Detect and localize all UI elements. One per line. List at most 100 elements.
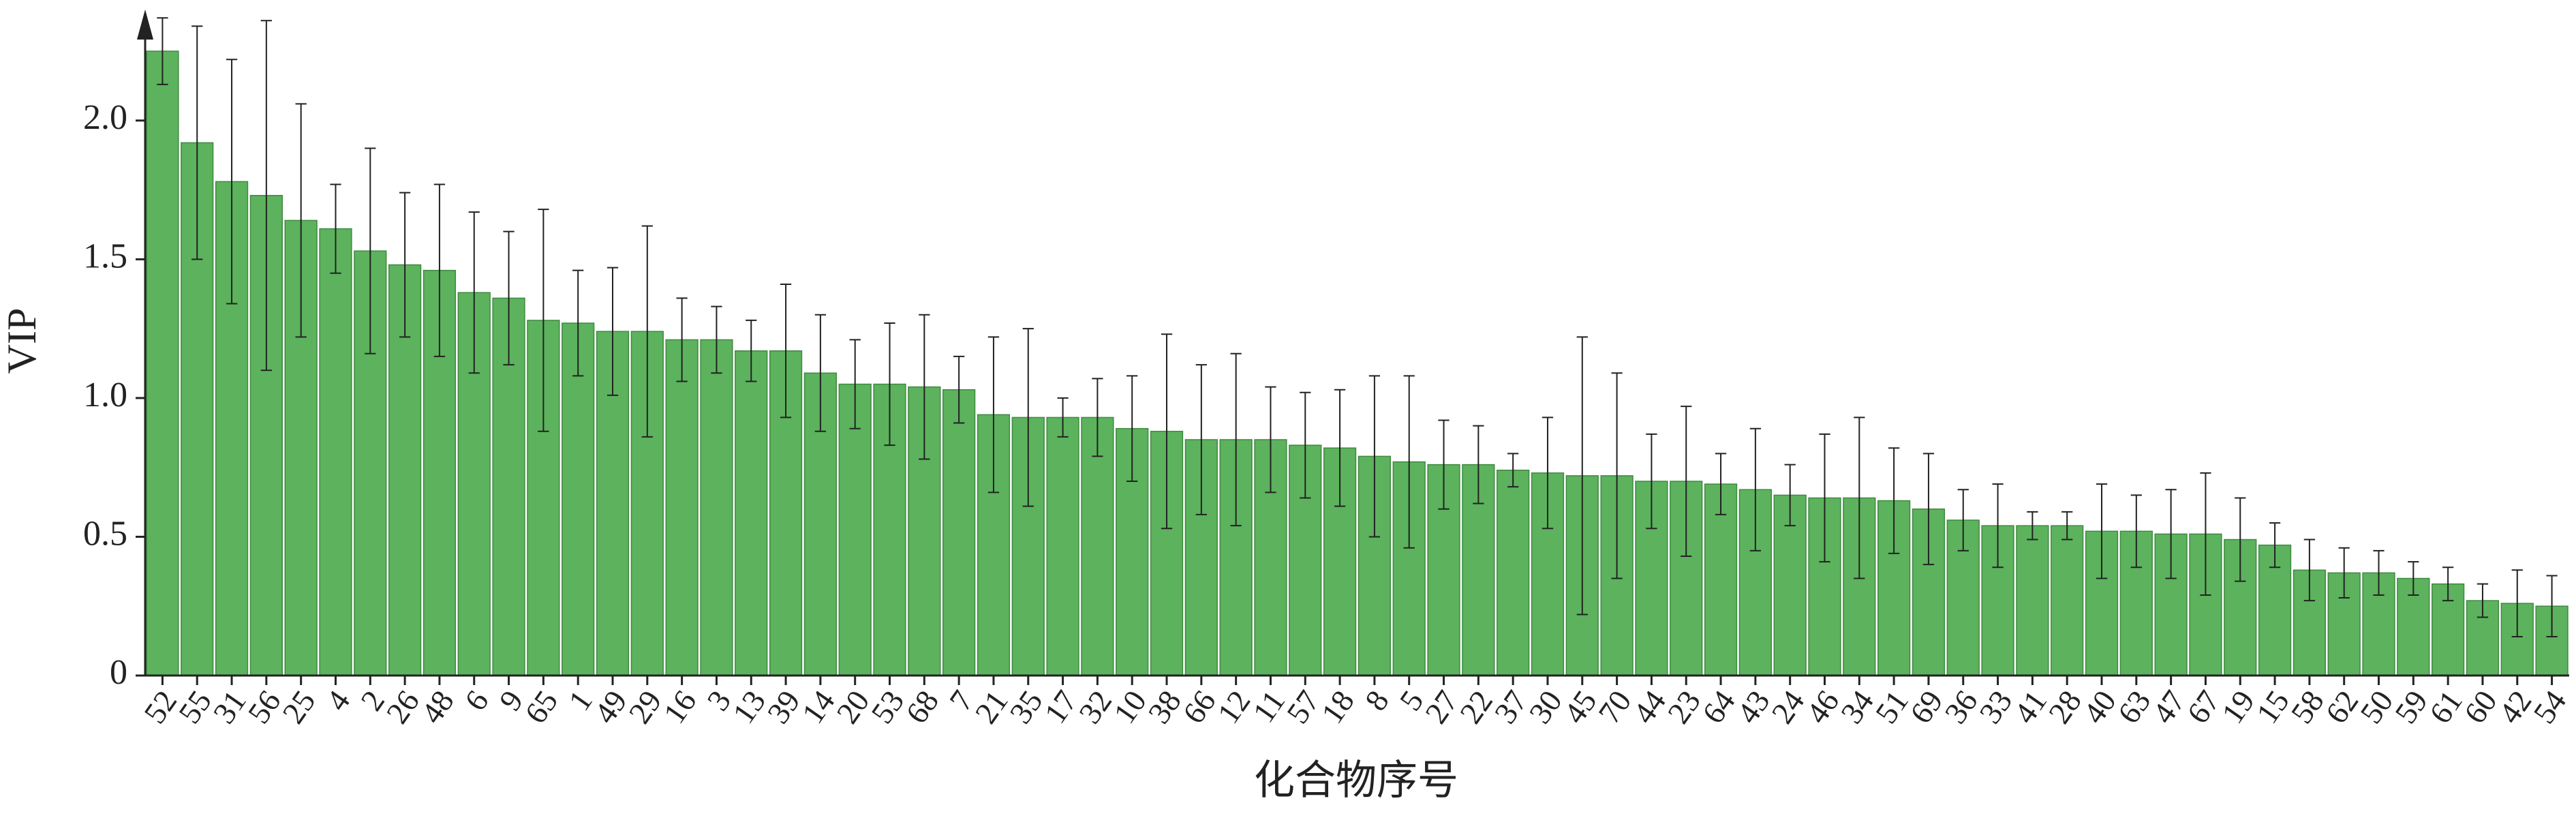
error-bar — [226, 59, 238, 305]
error-bar — [503, 230, 515, 366]
error-bar — [780, 284, 792, 419]
error-bar — [191, 25, 203, 260]
x-tick-label: 16 — [656, 684, 703, 730]
x-tick-label: 48 — [414, 684, 461, 730]
bar — [665, 339, 699, 676]
error-bar — [1784, 464, 1796, 527]
error-bar — [2061, 511, 2073, 541]
error-bar — [2303, 539, 2316, 602]
error-bar — [1300, 391, 1311, 499]
error-bar — [1888, 447, 1900, 554]
x-tick-label: 18 — [1315, 684, 1361, 730]
error-bar — [2130, 494, 2142, 569]
error-bar — [2511, 569, 2523, 638]
error-bar — [2165, 489, 2177, 579]
error-bar — [2235, 497, 2246, 582]
error-bar — [641, 225, 653, 438]
error-bar — [2269, 522, 2281, 569]
error-bar — [468, 211, 480, 374]
y-axis-title: VIP — [0, 308, 44, 374]
error-bar — [295, 103, 307, 338]
y-tick-label: 1.0 — [83, 376, 127, 414]
x-tick-label: 25 — [275, 684, 322, 730]
error-bar — [1022, 328, 1034, 507]
error-bar — [330, 183, 341, 274]
error-bar — [2477, 583, 2489, 618]
bar — [146, 50, 179, 676]
error-bar — [2546, 575, 2558, 638]
error-bar — [399, 192, 411, 338]
error-bar — [1161, 333, 1173, 530]
error-bar — [1265, 386, 1276, 494]
error-bar — [538, 209, 549, 432]
error-bar — [2096, 483, 2108, 579]
x-tick-label: 6 — [458, 684, 495, 717]
error-bar — [1992, 483, 2004, 569]
error-bar — [1854, 416, 1865, 579]
error-bar — [1230, 352, 1242, 527]
error-bar — [849, 339, 861, 429]
error-bar — [1403, 375, 1415, 549]
error-bar — [814, 314, 827, 432]
error-bar — [1057, 397, 1069, 438]
error-bar — [746, 319, 757, 382]
x-tick-label: 65 — [518, 684, 564, 730]
bar — [319, 228, 352, 676]
error-bar — [1368, 375, 1381, 538]
bar — [735, 350, 768, 676]
error-bar — [676, 297, 688, 382]
error-bar — [2338, 547, 2350, 599]
error-bar — [2442, 566, 2454, 602]
y-tick-label: 0 — [110, 653, 127, 692]
error-bar — [433, 183, 446, 357]
error-bar — [1195, 364, 1207, 515]
error-bar — [919, 314, 930, 460]
x-tick-label: 4 — [319, 684, 356, 717]
y-tick-label: 0.5 — [83, 514, 127, 553]
error-bar — [1542, 416, 1554, 530]
bar — [2051, 525, 2084, 676]
x-tick-label: 8 — [1358, 684, 1396, 717]
error-bar — [1507, 453, 1519, 488]
error-bar — [572, 269, 584, 377]
y-tick-label: 1.5 — [83, 237, 127, 275]
error-bar — [260, 20, 272, 372]
error-bar — [1715, 453, 1727, 515]
error-bar — [1126, 375, 1138, 483]
error-bar — [1334, 389, 1346, 507]
error-bar — [1681, 406, 1692, 557]
error-bar — [1922, 453, 1935, 566]
error-bar — [711, 305, 722, 374]
x-tick-label: 68 — [899, 684, 945, 730]
error-bar — [2373, 549, 2385, 596]
bar — [2016, 525, 2049, 676]
error-bar — [1749, 427, 1761, 551]
error-bar — [2027, 511, 2038, 541]
error-bar — [365, 147, 376, 354]
error-bar — [953, 355, 965, 424]
bar — [1773, 494, 1807, 676]
bar — [562, 322, 595, 676]
error-bar — [157, 17, 168, 85]
y-axis-arrow — [137, 10, 153, 40]
error-bar — [1819, 433, 1830, 563]
bar — [942, 389, 976, 676]
bar — [1497, 470, 1530, 676]
error-bar — [1438, 419, 1450, 510]
y-tick-label: 2.0 — [83, 98, 127, 137]
error-bar — [607, 267, 619, 396]
error-bar — [2200, 472, 2211, 596]
error-bar — [987, 336, 1000, 494]
error-bar — [2408, 561, 2419, 596]
bar — [1046, 416, 1079, 676]
x-tick-label: 54 — [2526, 684, 2573, 730]
error-bar — [1092, 378, 1103, 457]
error-bar — [1957, 489, 1969, 551]
error-bar — [1576, 336, 1588, 616]
x-axis-title: 化合物序号 — [1254, 758, 1458, 803]
error-bar — [884, 322, 895, 446]
error-bar — [1473, 425, 1484, 504]
error-bar — [1611, 372, 1623, 579]
bar — [1081, 416, 1114, 676]
